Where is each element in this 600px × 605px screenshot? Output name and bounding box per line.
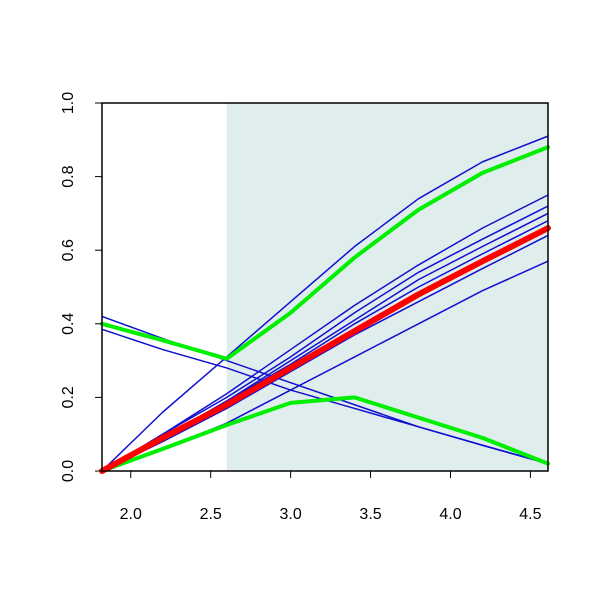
x-tick-label: 2.0 bbox=[120, 506, 142, 523]
x-tick-label: 2.5 bbox=[200, 506, 222, 523]
y-tick-label: 1.0 bbox=[60, 92, 77, 114]
x-tick-label: 4.0 bbox=[439, 506, 461, 523]
y-tick-label: 0.4 bbox=[60, 313, 77, 335]
y-tick-label: 0.6 bbox=[60, 239, 77, 261]
x-tick-label: 3.0 bbox=[280, 506, 302, 523]
plot-border bbox=[101, 102, 549, 472]
y-tick-label: 0.8 bbox=[60, 165, 77, 187]
line bbox=[100, 395, 550, 473]
line bbox=[99, 225, 551, 474]
line bbox=[101, 234, 549, 472]
line bbox=[100, 145, 550, 361]
y-tick-label: 0.0 bbox=[60, 460, 77, 482]
y-tick-label: 0.2 bbox=[60, 386, 77, 408]
line bbox=[101, 135, 549, 472]
line bbox=[101, 205, 549, 472]
x-tick-label: 4.5 bbox=[519, 506, 541, 523]
x-tick-label: 3.5 bbox=[359, 506, 381, 523]
